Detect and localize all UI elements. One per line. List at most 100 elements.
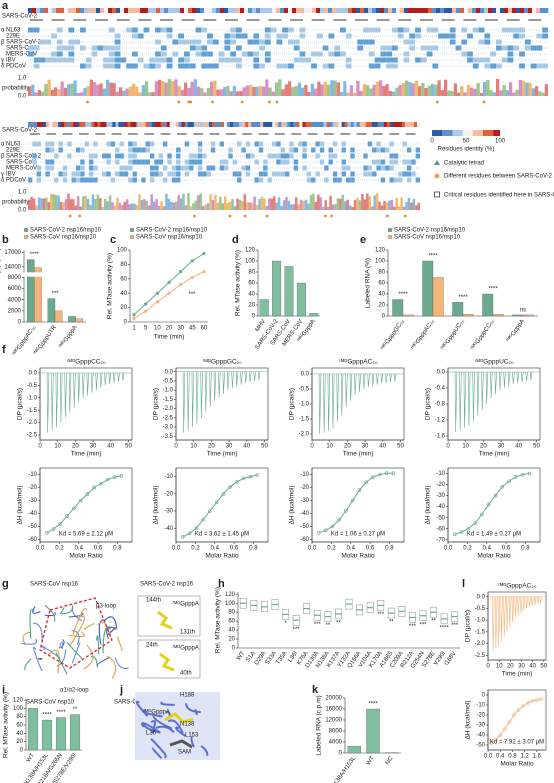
logo-glyph — [410, 202, 413, 210]
fit-curve — [318, 472, 394, 534]
y-tick-label: 40 — [16, 731, 23, 737]
alignment-shade — [67, 141, 72, 147]
x-tick-label: ⁷ᴹᴳGpppA — [505, 318, 526, 344]
ribbon — [33, 646, 43, 672]
point — [132, 316, 136, 320]
logo-glyph — [193, 79, 197, 96]
identity-stripe — [311, 122, 315, 127]
logo-glyph — [324, 200, 327, 210]
identity-stripe — [296, 8, 301, 13]
point — [180, 535, 185, 539]
logo-glyph — [245, 85, 249, 96]
identity-stripe — [200, 8, 205, 13]
logo-glyph — [340, 92, 344, 96]
logo-glyph — [130, 203, 134, 210]
alignment-shade — [114, 63, 121, 69]
logo-glyph — [241, 200, 244, 210]
y-tick-label: 6000 — [8, 286, 22, 292]
logo-glyph — [434, 84, 438, 96]
ribbon — [32, 622, 43, 643]
alignment-shade — [166, 27, 173, 33]
alignment-shade — [524, 39, 531, 45]
identity-stripe — [432, 8, 437, 13]
logo-glyph — [322, 206, 325, 210]
alignment-shade — [245, 171, 251, 177]
logo-glyph — [285, 197, 288, 210]
injection-peak — [213, 371, 217, 402]
x-tick-label: 1.2 — [520, 754, 529, 760]
identity-stripe — [136, 8, 141, 13]
alignment-shade — [406, 171, 412, 177]
logo-glyph — [76, 92, 80, 96]
logo-glyph — [150, 194, 153, 210]
logo-glyph — [126, 199, 129, 210]
identity-stripe — [428, 8, 433, 13]
logo-glyph — [292, 204, 296, 210]
x-tick-label: 20 — [480, 444, 487, 450]
injection-peak — [104, 372, 107, 386]
identity-stripe — [109, 122, 113, 127]
legend-marker — [387, 234, 393, 240]
residue-marker — [243, 214, 247, 218]
colorbar-cell — [489, 130, 494, 136]
x-tick-label: ⁷ᴹᴳGpppUC₂₀ — [439, 318, 466, 352]
probability-label: probability — [2, 86, 29, 92]
logo-glyph — [106, 201, 109, 210]
injection-peak — [235, 371, 239, 387]
point — [521, 704, 525, 708]
logo-glyph — [118, 202, 122, 210]
y-axis-label: ΔH (kcal/mol) — [153, 485, 160, 524]
point — [187, 531, 192, 536]
alignment-shade — [432, 63, 439, 69]
identity-stripe — [97, 122, 101, 127]
logo-glyph — [152, 201, 156, 210]
ribbon — [155, 725, 175, 734]
alignment-shade — [341, 159, 346, 165]
injection-peak — [345, 373, 348, 408]
alignment-shade — [389, 141, 394, 147]
sequence-name: IBV — [6, 172, 16, 178]
y-tick-label: 60 — [228, 619, 235, 625]
injection-peak — [244, 371, 248, 383]
identity-stripe — [293, 122, 297, 127]
logo-glyph — [106, 79, 110, 96]
ribbon — [150, 738, 164, 752]
identity-stripe — [28, 8, 33, 13]
alignment-shade — [276, 39, 283, 45]
identity-stripe — [372, 8, 377, 13]
injection-peak — [318, 373, 322, 435]
alignment-shade — [258, 171, 264, 177]
logo-glyph — [344, 201, 347, 210]
alignment-shade — [93, 141, 98, 147]
logo-glyph — [431, 83, 435, 96]
alignment-shade — [56, 27, 63, 33]
ribbon — [48, 649, 60, 674]
alignment-shade — [316, 51, 323, 57]
x-tick-label: 40 — [379, 444, 386, 450]
logo-glyph — [161, 81, 165, 96]
logo-glyph — [393, 206, 396, 210]
logo-glyph — [278, 79, 282, 96]
colorbar-cell — [486, 130, 490, 136]
identity-stripe — [214, 122, 219, 127]
bar — [366, 708, 380, 754]
injection-peak — [459, 371, 462, 431]
alignment-shade — [56, 51, 63, 57]
alignment-shade — [93, 165, 98, 171]
logo-glyph — [531, 88, 535, 96]
alignment-shade — [368, 63, 375, 69]
alignment-shade — [374, 27, 381, 33]
logo-glyph — [238, 199, 242, 210]
alignment-shade — [328, 33, 335, 39]
x-tick-label: L36I/N138A/H153L — [323, 755, 358, 783]
ribbon — [72, 608, 88, 635]
bar — [41, 719, 53, 751]
panel-label: l — [462, 578, 465, 590]
logo-glyph — [41, 91, 45, 96]
y-tick-label: 0.0 — [301, 372, 310, 378]
logo-glyph — [47, 201, 51, 210]
logo-glyph — [320, 84, 324, 96]
logo-glyph — [219, 196, 222, 210]
alignment-shade — [237, 141, 242, 147]
logo-glyph — [200, 88, 204, 96]
